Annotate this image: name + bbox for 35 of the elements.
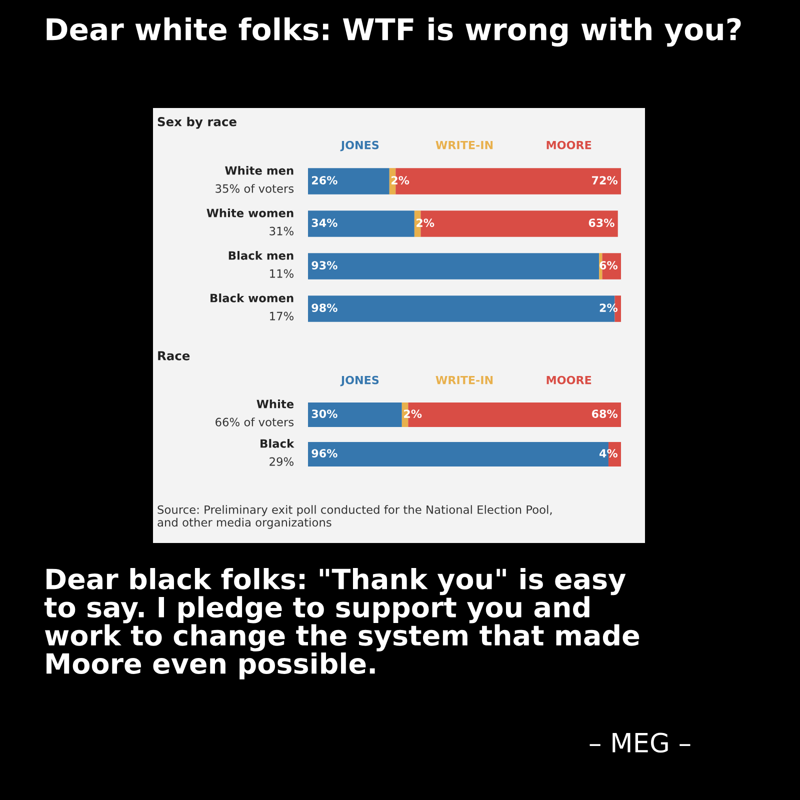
data-label: 30%: [312, 410, 338, 418]
text: Dear white folks: WTF is wrong with you?: [46, 17, 741, 47]
text: Sex by race: [158, 116, 236, 129]
bar: [308, 210, 414, 237]
series-label: MOORE: [546, 376, 592, 384]
data-label: 72%: [592, 176, 618, 184]
y-tick-label: Black men 11%: [228, 251, 294, 278]
data-label: 63%: [588, 218, 614, 227]
y-tick-label: White men 35% of voters: [216, 166, 294, 193]
series-label: JONES: [340, 140, 379, 152]
bar: [308, 253, 600, 280]
data-label: 34%: [312, 218, 338, 227]
data-label: 96%: [312, 449, 338, 458]
y-tick-label: Black 29%: [260, 439, 294, 466]
text: WRITE-IN: [436, 376, 493, 384]
y-tick-label: White women 31%: [206, 208, 294, 236]
y-tick-label: Black women 17%: [210, 294, 294, 320]
text: Dear black folks: "Thank you" is easy to say. I pledge to support you and work to change the system that made Moore even possible.: [44, 568, 640, 680]
data-label: 2%: [404, 410, 422, 418]
text: – MEG –: [590, 732, 690, 753]
series-label: JONES: [340, 376, 379, 386]
y-tick-label: White 66% of voters: [216, 400, 294, 426]
text: WRITE-IN: [436, 140, 493, 150]
bar: [308, 402, 402, 427]
source-note: Source: Preliminary exit poll conducted for the National Election Pool, and other media organizations: [158, 505, 552, 529]
data-label: 2%: [392, 176, 410, 184]
data-label: 68%: [592, 410, 618, 418]
data-label: 6%: [600, 261, 618, 270]
text: Race: [158, 351, 190, 360]
data-label: 93%: [312, 261, 338, 270]
data-label: 2%: [416, 218, 434, 227]
bar: [308, 168, 390, 194]
series-label: MOORE: [546, 140, 592, 150]
data-label: 98%: [312, 304, 338, 312]
data-label: 26%: [312, 176, 338, 184]
